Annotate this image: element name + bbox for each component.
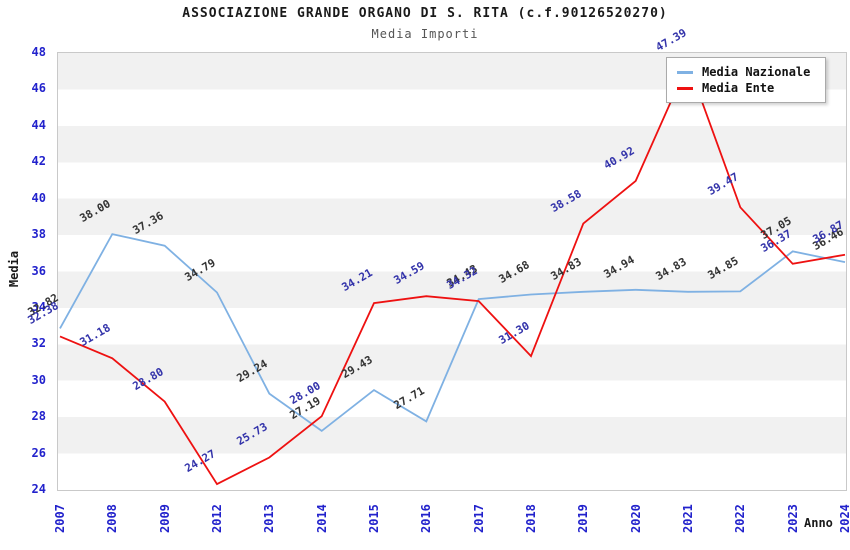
- y-tick-label: 42: [31, 154, 46, 169]
- media-nazionale-swatch: [677, 70, 693, 74]
- data-point-label: 38.00: [77, 197, 114, 226]
- y-tick-label: 38: [31, 227, 46, 242]
- y-tick-label: 28: [31, 409, 46, 424]
- data-labels-layer: 32.82 38.00 37.36 34.79 29.24 27.19 29.43 27.71…: [26, 26, 846, 489]
- media-ente-swatch: [677, 86, 693, 90]
- legend-item-media-ente: Media Ente: [677, 80, 825, 96]
- data-point-label: 40.92: [601, 144, 637, 172]
- data-point-label: 25.73: [234, 420, 271, 449]
- x-tick-label: 2022: [733, 504, 748, 533]
- x-tick-label: 2012: [210, 504, 224, 533]
- chart-subtitle: Media Importi: [371, 27, 479, 41]
- data-point-label: 34.83: [548, 254, 585, 283]
- x-tick-label: 2021: [681, 504, 695, 533]
- data-point-label: 31.30: [496, 319, 532, 348]
- chart-title: ASSOCIAZIONE GRANDE ORGANO DI S. RITA (c…: [182, 6, 668, 21]
- legend-label: Media Ente: [702, 81, 775, 95]
- data-point-label: 34.59: [391, 259, 428, 288]
- data-point-label: 39.47: [705, 170, 742, 199]
- x-tick-label: 2013: [262, 504, 277, 533]
- legend-label: Media Nazionale: [702, 65, 811, 79]
- y-tick-label: 24: [31, 482, 46, 496]
- y-tick-label: 30: [31, 372, 46, 387]
- legend-item-media-nazionale: Media Nazionale: [677, 64, 825, 80]
- data-point-label: 24.27: [182, 447, 218, 476]
- data-point-label: 27.71: [391, 384, 428, 413]
- y-tick-label: 44: [31, 117, 46, 132]
- chart-lines-layer: [57, 52, 846, 489]
- media-nazionale-line: [59, 233, 846, 433]
- x-axis-title: Anno: [804, 516, 833, 530]
- data-point-label: 34.68: [496, 257, 532, 286]
- data-point-label: 31.18: [77, 321, 114, 350]
- y-axis-title: Media: [7, 250, 21, 288]
- y-tick-label: 36: [31, 263, 46, 278]
- y-tick-label: 46: [31, 81, 46, 96]
- plot-area: [57, 52, 847, 491]
- data-point-label: 29.24: [234, 356, 271, 385]
- data-point-label: 34.83: [653, 254, 689, 283]
- x-tick-label: 2023: [785, 504, 800, 533]
- x-tick-label: 2009: [157, 504, 172, 533]
- legend: Media Nazionale Media Ente: [666, 57, 826, 103]
- data-point-label: 38.58: [548, 186, 585, 215]
- data-point-label: 34.32: [444, 264, 480, 293]
- data-point-label: 34.94: [601, 252, 637, 281]
- y-tick-label: 48: [31, 45, 46, 59]
- x-tick-label: 2018: [524, 504, 538, 533]
- x-tick-label: 2008: [105, 504, 120, 533]
- data-point-label: 29.43: [339, 353, 375, 382]
- x-tick-label: 2017: [471, 504, 486, 533]
- x-tick-label: 2015: [367, 504, 381, 533]
- x-tick-label: 2014: [314, 504, 329, 533]
- data-point-label: 37.36: [130, 208, 166, 237]
- x-tick-label: 2024: [838, 504, 850, 533]
- x-tick-label: 2019: [576, 504, 591, 533]
- y-tick-label: 32: [31, 336, 46, 351]
- y-tick-label: 26: [31, 445, 46, 460]
- y-tick-label: 34: [31, 299, 46, 314]
- x-tick-label: 2016: [419, 504, 434, 533]
- data-point-label: 34.79: [182, 255, 218, 284]
- y-tick-label: 40: [31, 190, 46, 205]
- data-point-label: 34.85: [705, 254, 742, 283]
- data-point-label: 34.21: [339, 266, 375, 295]
- x-tick-label: 2020: [628, 504, 643, 533]
- media-ente-line: [59, 60, 846, 486]
- data-point-label: 28.80: [130, 364, 166, 393]
- x-tick-label: 2007: [53, 504, 67, 533]
